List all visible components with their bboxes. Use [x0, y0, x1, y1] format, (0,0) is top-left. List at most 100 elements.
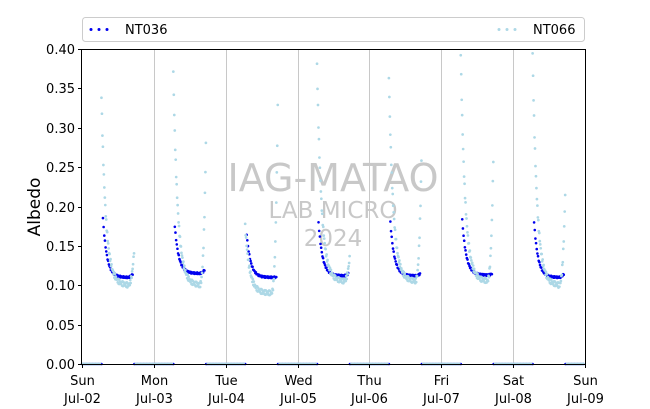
data-point: [102, 186, 106, 189]
data-point: [199, 281, 203, 285]
data-point: [321, 225, 325, 229]
x-axis: Sun Jul-02 Mon Jul-03 Tue Jul-04 Wed Jul-05 Thu J…: [63, 364, 604, 407]
watermark-line-1: IAG-MATAO: [227, 156, 438, 200]
data-point: [180, 263, 184, 267]
data-point: [465, 224, 469, 228]
data-point: [540, 252, 544, 256]
data-point: [389, 145, 393, 149]
data-point: [388, 95, 391, 99]
data-point: [178, 235, 182, 239]
data-point: [537, 218, 540, 222]
data-point: [100, 96, 103, 100]
data-point: [204, 141, 208, 145]
data-point: [459, 72, 463, 76]
data-point: [347, 264, 350, 268]
data-point: [317, 137, 321, 141]
data-point: [464, 201, 467, 204]
data-point: [536, 252, 539, 255]
data-point: [100, 112, 104, 116]
watermark-line-3: 2024: [304, 226, 363, 252]
data-point: [474, 274, 478, 278]
legend: NT036 NT066: [82, 17, 585, 42]
data-point: [345, 277, 349, 281]
legend-label-nt036: NT036: [125, 23, 167, 38]
y-tick-label: 0.10: [46, 279, 75, 294]
data-point: [534, 237, 537, 240]
data-point: [202, 246, 205, 250]
data-point: [469, 256, 473, 259]
legend-marker-dot: [105, 28, 109, 31]
data-point: [204, 170, 207, 174]
data-point: [201, 265, 204, 269]
data-point: [536, 216, 540, 219]
data-point: [274, 240, 277, 243]
data-point: [417, 244, 421, 248]
data-point: [101, 145, 105, 149]
watermark-line-2: LAB MICRO: [269, 198, 398, 224]
data-point: [491, 160, 495, 164]
data-point: [538, 243, 542, 246]
data-point: [201, 254, 205, 257]
data-point: [189, 280, 192, 284]
data-point: [104, 246, 107, 249]
y-tick-label: 0.00: [46, 358, 75, 373]
data-point: [251, 277, 255, 281]
legend-label-nt066: NT066: [533, 23, 575, 38]
legend-marker-dot: [497, 28, 501, 31]
data-point: [390, 186, 394, 190]
data-point: [106, 239, 110, 243]
data-point: [563, 193, 567, 197]
data-point: [203, 191, 207, 195]
data-point: [175, 196, 179, 200]
data-point: [103, 203, 107, 207]
data-point: [113, 272, 117, 276]
data-point: [535, 197, 539, 201]
data-point: [472, 267, 476, 271]
data-point: [392, 210, 396, 214]
data-point: [105, 253, 109, 257]
data-point: [533, 136, 536, 139]
data-point: [317, 229, 321, 233]
data-point: [176, 247, 179, 251]
data-point: [490, 272, 494, 276]
data-point: [102, 173, 106, 176]
data-point: [533, 147, 537, 150]
data-point: [464, 212, 468, 216]
data-point: [490, 234, 493, 238]
data-point: [463, 196, 467, 200]
data-point: [320, 250, 324, 254]
data-point: [545, 272, 549, 276]
data-point: [108, 252, 111, 256]
data-point: [387, 76, 391, 80]
data-point: [131, 267, 134, 271]
data-point: [462, 175, 466, 178]
data-point: [273, 265, 276, 268]
data-point: [203, 269, 206, 272]
data-point: [535, 247, 539, 251]
data-point: [109, 257, 112, 261]
data-point: [179, 261, 183, 264]
legend-marker-dot: [89, 28, 93, 31]
data-point: [316, 103, 320, 107]
legend-marker-dot: [97, 28, 101, 31]
data-point: [348, 254, 351, 258]
data-point: [256, 286, 260, 290]
data-point: [346, 272, 350, 276]
data-point: [468, 249, 472, 252]
data-point: [319, 179, 322, 182]
data-point: [182, 260, 185, 263]
x-tick-date: Jul-09: [566, 392, 604, 407]
data-point: [270, 292, 274, 295]
data-point: [391, 241, 394, 245]
data-point: [271, 288, 275, 292]
data-point: [245, 244, 248, 248]
data-point: [329, 268, 333, 272]
data-point: [203, 215, 206, 219]
data-point: [531, 52, 534, 55]
data-point: [399, 267, 403, 270]
data-point: [542, 263, 545, 267]
data-point: [537, 231, 541, 235]
data-point: [389, 163, 393, 167]
data-point: [464, 249, 467, 252]
data-point: [538, 239, 542, 243]
